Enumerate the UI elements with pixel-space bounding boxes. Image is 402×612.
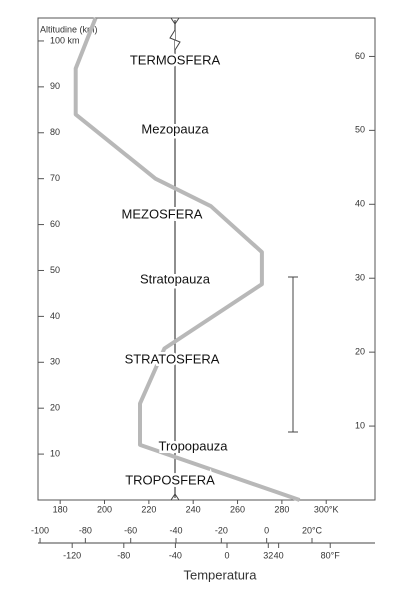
x2-tick-label: -60 <box>124 525 137 535</box>
x-tick-label: 240 <box>186 504 201 514</box>
x-tick-label: 220 <box>141 504 156 514</box>
y-tick-label: 60 <box>50 219 60 229</box>
x2-tick-label: -40 <box>170 525 183 535</box>
y-tick-label: 80 <box>50 127 60 137</box>
y-tick-label: 40 <box>50 311 60 321</box>
y-tick-label: 100 km <box>50 35 80 45</box>
x3-tick-label: 32 <box>263 550 273 560</box>
y-tick-label: 10 <box>50 448 60 458</box>
x-tick-label: 280 <box>274 504 289 514</box>
x-tick-label: 300°K <box>314 504 339 514</box>
x3-tick-label: 0 <box>225 550 230 560</box>
temperature-line <box>73 17 301 502</box>
x3-tick-label: -80 <box>117 550 130 560</box>
y-axis-title: Altitudine (km) <box>40 24 98 34</box>
x2-tick-label: -100 <box>31 525 49 535</box>
layer-label: Stratopauza <box>140 271 211 286</box>
x3-tick-label: -120 <box>63 550 81 560</box>
x2-tick-label: 0 <box>264 525 269 535</box>
layer-label: TROPOSFERA <box>125 472 215 487</box>
y-tick-label: 30 <box>50 357 60 367</box>
x2-tick-label: -20 <box>215 525 228 535</box>
plot-frame <box>37 17 376 501</box>
y-tick-label: 70 <box>50 173 60 183</box>
y-tick-label: 20 <box>50 403 60 413</box>
x3-tick-label: -40 <box>169 550 182 560</box>
y-tick-label: 90 <box>50 81 60 91</box>
y-tick-label: 50 <box>50 265 60 275</box>
x3-tick-label: 80°F <box>321 550 341 560</box>
axis-break <box>169 29 181 51</box>
y2-tick-label: 40 <box>355 199 365 209</box>
y2-tick-label: 30 <box>355 273 365 283</box>
arrow-head <box>170 17 180 25</box>
y2-tick-label: 50 <box>355 125 365 135</box>
layer-label: Tropopauza <box>159 438 229 453</box>
x3-tick-label: 40 <box>274 550 284 560</box>
layer-label: TERMOSFERA <box>130 52 221 67</box>
x2-tick-label: 20°C <box>302 525 323 535</box>
x-tick-label: 260 <box>230 504 245 514</box>
y2-tick-label: 20 <box>355 347 365 357</box>
layer-label: STRATOSFERA <box>125 351 220 366</box>
x-tick-label: 180 <box>53 504 68 514</box>
x-axis-title: Temperatura <box>184 567 258 582</box>
arrow-head <box>170 493 180 501</box>
layer-label: MEZOSFERA <box>122 206 203 221</box>
y2-tick-label: 60 <box>355 51 365 61</box>
layer-label: Mezopauza <box>141 121 209 136</box>
x2-tick-label: -80 <box>79 525 92 535</box>
x-tick-label: 200 <box>97 504 112 514</box>
y2-tick-label: 10 <box>355 420 365 430</box>
